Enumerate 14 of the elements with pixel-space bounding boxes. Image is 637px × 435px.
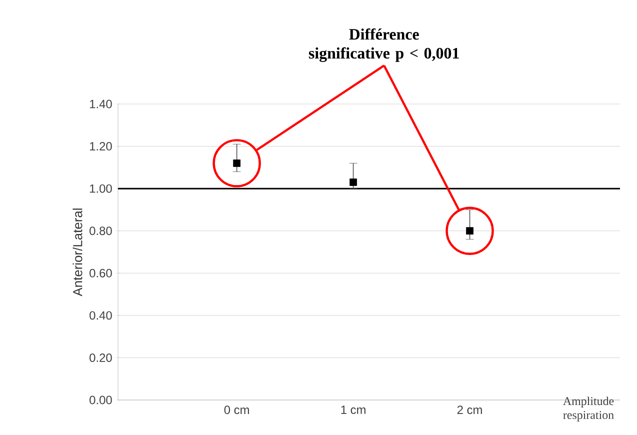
text: Différence significative p < 0,001	[308, 28, 459, 62]
y-tick-label: 1.40	[90, 100, 112, 108]
y-tick-label: 1.00	[90, 184, 112, 193]
y-tick-label: 0.40	[90, 311, 112, 320]
x-tick-label: 2 cm	[457, 406, 482, 414]
x-tick-label: 0 cm	[224, 406, 249, 414]
y-tick-label: 0.80	[90, 226, 112, 236]
y-tick-label: 0.00	[90, 396, 112, 404]
y-tick-label: 0.60	[90, 268, 112, 278]
y-tick-label: 0.20	[90, 353, 112, 362]
y-axis-title: Anterior/Lateral	[72, 208, 82, 296]
x-tick-label: 1 cm	[341, 406, 366, 414]
x-axis-title: Amplitude respiration	[563, 396, 614, 422]
y-tick-label: 1.20	[90, 142, 112, 151]
